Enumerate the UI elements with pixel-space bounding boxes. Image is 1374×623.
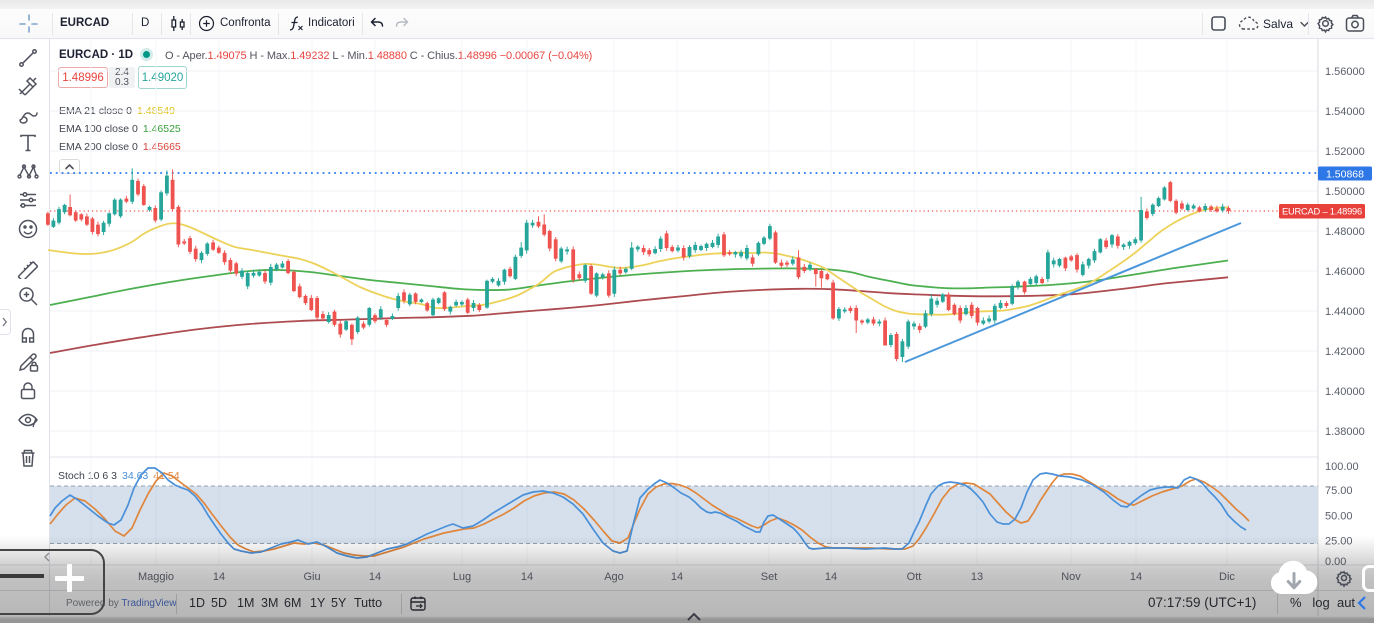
svg-text:1.56000: 1.56000 xyxy=(1325,66,1365,78)
svg-text:75.00: 75.00 xyxy=(1325,485,1353,497)
svg-text:1.40000: 1.40000 xyxy=(1325,386,1365,398)
svg-text:Dic: Dic xyxy=(1219,571,1235,583)
svg-text:0.00: 0.00 xyxy=(1325,556,1346,568)
svg-text:EURCAD – 1.48996: EURCAD – 1.48996 xyxy=(1282,207,1362,217)
svg-text:1.52000: 1.52000 xyxy=(1325,146,1365,158)
svg-text:Ago: Ago xyxy=(604,571,624,583)
svg-text:14: 14 xyxy=(671,571,683,583)
svg-text:1.46000: 1.46000 xyxy=(1325,266,1365,278)
svg-text:1.50000: 1.50000 xyxy=(1325,186,1365,198)
svg-text:Giu: Giu xyxy=(303,571,320,583)
svg-text:100.00: 100.00 xyxy=(1325,461,1359,473)
svg-text:1.54000: 1.54000 xyxy=(1325,106,1365,118)
svg-text:Lug: Lug xyxy=(453,571,471,583)
svg-text:1.38000: 1.38000 xyxy=(1325,426,1365,438)
svg-text:50.00: 50.00 xyxy=(1325,511,1353,523)
svg-text:1.48000: 1.48000 xyxy=(1325,226,1365,238)
svg-text:25.00: 25.00 xyxy=(1325,536,1353,548)
svg-text:14: 14 xyxy=(213,571,225,583)
svg-text:13: 13 xyxy=(971,571,983,583)
svg-text:14: 14 xyxy=(1130,571,1142,583)
svg-text:1.50868: 1.50868 xyxy=(1326,169,1364,181)
svg-text:Nov: Nov xyxy=(1061,571,1081,583)
svg-text:Maggio: Maggio xyxy=(138,571,174,583)
svg-text:14: 14 xyxy=(369,571,381,583)
svg-text:1.42000: 1.42000 xyxy=(1325,346,1365,358)
svg-text:1.44000: 1.44000 xyxy=(1325,306,1365,318)
svg-text:Ott: Ott xyxy=(907,571,922,583)
svg-text:14: 14 xyxy=(825,571,837,583)
svg-text:14: 14 xyxy=(521,571,533,583)
svg-text:Set: Set xyxy=(761,571,778,583)
